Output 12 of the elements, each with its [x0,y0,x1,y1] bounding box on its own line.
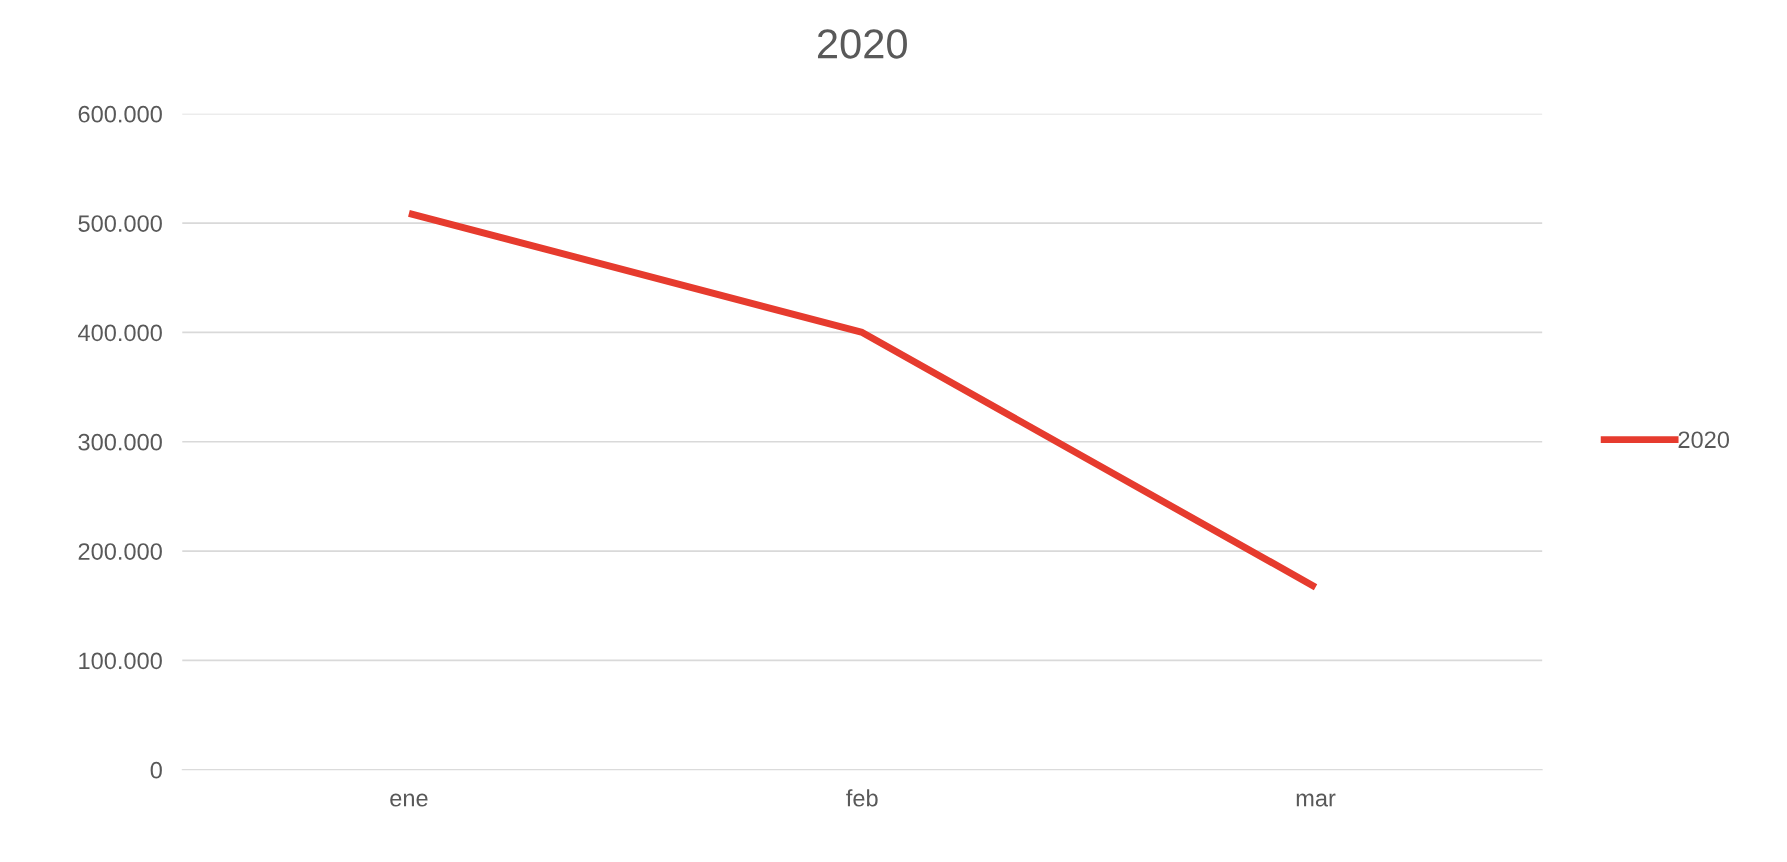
x-tick-label: feb [846,789,878,807]
y-tick-label: 0 [150,761,162,779]
y-tick-label: 200.000 [78,543,162,560]
chart-title: 2020 [817,29,907,59]
legend-label: 2020 [1678,431,1730,449]
y-tick-label: 400.000 [78,324,162,342]
y-tick-label: 500.000 [78,215,162,232]
y-tick-label: 600.000 [78,105,162,123]
y-tick-label: 300.000 [78,433,162,451]
y-tick-label: 100.000 [79,652,162,670]
x-tick-label: mar [1296,793,1336,807]
x-tick-label: ene [390,793,428,807]
